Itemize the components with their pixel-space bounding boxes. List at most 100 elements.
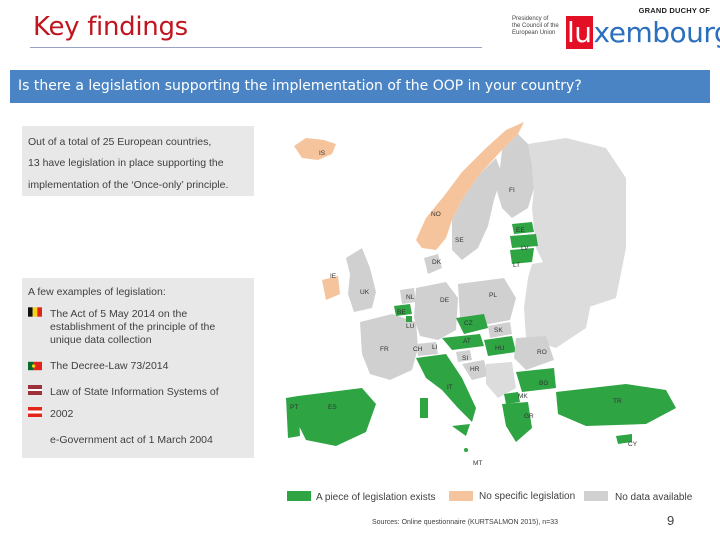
country-pt (286, 396, 300, 438)
country-gr (502, 402, 532, 442)
country-si (456, 350, 472, 362)
country-label-fr: FR (380, 346, 389, 353)
question-banner: Is there a legislation supporting the im… (10, 70, 710, 103)
belgium-flag-icon (28, 307, 42, 317)
country-dk (424, 254, 442, 274)
country-cy (616, 434, 632, 444)
summary-line: implementation of the ‘Once-only’ princi… (28, 179, 229, 191)
europe-map (286, 122, 676, 452)
portugal-flag-icon (28, 361, 42, 371)
logo-small-text: Presidency of the Council of the Europea… (512, 16, 562, 37)
country-label-gr: GR (524, 413, 534, 420)
logo-small-line: the Council of the (512, 23, 559, 29)
country-label-be: BE (397, 309, 406, 316)
country-label-lt: LT (513, 262, 521, 269)
example-text: unique data collection (50, 334, 152, 346)
country-by-ua (524, 258, 596, 348)
country-label-tr: TR (613, 398, 622, 405)
example-text: establishment of the principle of the (50, 321, 216, 333)
example-text: The Decree-Law 73/2014 (50, 360, 169, 372)
title-divider (30, 47, 482, 48)
country-it-sicily (452, 424, 470, 436)
country-label-cy: CY (628, 441, 638, 448)
summary-box: Out of a total of 25 European countries,… (22, 126, 254, 196)
country-label-mt: MT (473, 460, 483, 467)
country-at (442, 334, 484, 350)
example-text: 2002 (50, 408, 74, 420)
country-label-li: LI (432, 344, 438, 351)
country-lt (510, 248, 534, 264)
country-it-sardinia (420, 398, 428, 418)
country-label-lv: LV (521, 245, 529, 252)
example-text: The Act of 5 May 2014 on the (50, 308, 188, 320)
legend-label-no-legislation: No specific legislation (479, 491, 576, 502)
country-be (394, 304, 412, 316)
country-label-hu: HU (495, 345, 505, 352)
country-label-sk: SK (494, 327, 503, 334)
examples-box: A few examples of legislation: The Act o… (22, 278, 254, 458)
logo-small-line: European Union (512, 30, 556, 36)
country-no (416, 122, 524, 250)
country-ro (514, 336, 554, 370)
country-tr (556, 384, 676, 426)
country-se (452, 158, 502, 260)
austria-flag-icon (28, 407, 42, 417)
country-cz (456, 314, 488, 334)
logo-wordmark: luxembourg (566, 16, 720, 49)
country-de (414, 282, 458, 340)
country-fi (496, 134, 534, 218)
country-label-uk: UK (360, 289, 370, 296)
latvia-flag-icon (28, 385, 42, 395)
source-note: Sources: Online questionnaire (KURTSALMO… (372, 519, 559, 526)
country-label-fi: FI (509, 187, 515, 194)
country-bg (516, 368, 556, 392)
presidency-logo: GRAND DUCHY OF Presidency of the Council… (510, 6, 720, 52)
summary-line: 13 have legislation in place supporting … (28, 157, 224, 169)
country-label-mk: MK (518, 393, 528, 400)
country-label-si: SI (462, 355, 469, 362)
country-lu (406, 316, 412, 322)
country-pl (458, 278, 516, 326)
country-label-pl: PL (489, 292, 497, 299)
example-text: e-Government act of 1 March 2004 (50, 434, 213, 446)
legend-swatch-no-legislation (449, 491, 473, 501)
logo-word-rest: xembourg (593, 16, 720, 49)
country-label-ie: IE (330, 273, 337, 280)
country-it (416, 354, 476, 422)
country-label-hr: HR (470, 366, 480, 373)
country-ch (416, 342, 438, 356)
country-fr (360, 314, 418, 380)
country-balkans (486, 362, 516, 398)
country-is (294, 138, 336, 160)
logo-highlight: lu (566, 16, 593, 49)
country-lv (510, 234, 538, 248)
logo-small-line: Presidency of (512, 16, 549, 22)
logo-top-line: GRAND DUCHY OF (638, 6, 710, 15)
country-label-ch: CH (413, 346, 423, 353)
country-label-at: AT (463, 338, 471, 345)
summary-line: Out of a total of 25 European countries, (28, 136, 212, 148)
country-sk (488, 322, 512, 338)
country-label-it: IT (447, 384, 453, 391)
country-label-cz: CZ (464, 320, 473, 327)
country-label-ee: EE (516, 227, 525, 234)
legend-label-no-data: No data available (615, 492, 693, 503)
country-uk (346, 248, 376, 312)
country-mk (504, 392, 520, 404)
page-number: 9 (667, 513, 675, 528)
example-text: Law of State Information Systems of (50, 386, 219, 398)
country-label-pt: PT (290, 404, 299, 411)
country-label-bg: BG (539, 380, 549, 387)
country-label-is: IS (319, 150, 326, 157)
country-ee (512, 222, 534, 234)
country-mt (464, 448, 468, 452)
country-label-de: DE (440, 297, 450, 304)
country-label-nl: NL (406, 294, 415, 301)
country-hu (484, 336, 516, 356)
country-ie (322, 276, 340, 300)
country-label-ro: RO (537, 349, 547, 356)
country-label-dk: DK (432, 259, 442, 266)
slide-title: Key findings (33, 12, 188, 42)
examples-heading: A few examples of legislation: (28, 286, 166, 298)
legend-label-legislation: A piece of legislation exists (316, 492, 436, 503)
